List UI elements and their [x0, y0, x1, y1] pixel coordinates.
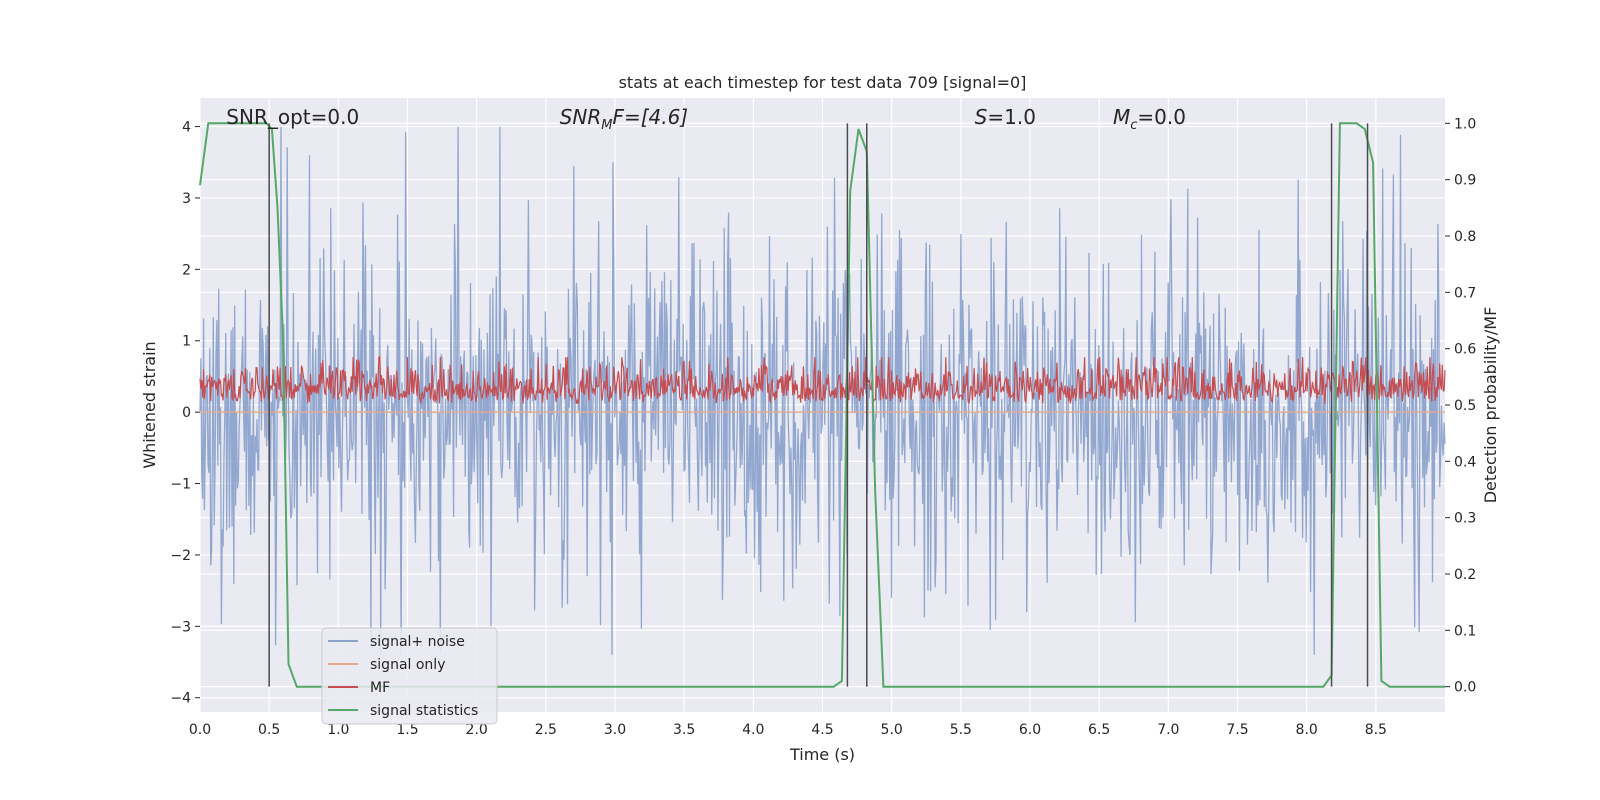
chart-title: stats at each timestep for test data 709…: [619, 73, 1027, 92]
series-mf-line: [199, 356, 1446, 405]
annotation-snr-mf-main: SNR: [560, 105, 602, 129]
y-right-tick-label-1: 0.1: [1454, 623, 1476, 639]
x-axis: 0.0 0.5 1.0 1.5 2.0 2.5 3.0 3.5 4.0 4.5 5.0 5.5 6.0 6…: [189, 722, 1387, 738]
annotation-s-main: S: [975, 105, 988, 129]
annotation-mc: Mc=0.0: [1113, 105, 1186, 133]
y-right-tick-label-0: 0.0: [1454, 680, 1476, 696]
x-tick-label-13: 6.5: [1088, 722, 1110, 738]
y-left-tick-label-5: 1: [182, 334, 191, 350]
x-tick-label-2: 1.0: [327, 722, 349, 738]
y-right-tick-label-7: 0.7: [1454, 285, 1476, 301]
annotation-mc-rest: =0.0: [1137, 105, 1186, 129]
y-right-tick-label-10: 1.0: [1454, 116, 1476, 132]
x-tick-label-1: 0.5: [258, 722, 280, 738]
annotation-mc-main: M: [1113, 105, 1130, 129]
y-left-tick-label-0: −4: [170, 691, 191, 707]
x-tick-label-14: 7.0: [1157, 722, 1179, 738]
y-right-tick-label-3: 0.3: [1454, 511, 1476, 527]
y-left-tick-label-7: 3: [182, 191, 191, 207]
legend-entry-signal-noise: signal+ noise: [370, 634, 465, 650]
x-axis-label: Time (s): [789, 745, 855, 764]
y-axis-label: Whitened strain: [140, 341, 159, 468]
x-tick-label-9: 4.5: [811, 722, 833, 738]
x-tick-label-7: 3.5: [673, 722, 695, 738]
y-right-tick-label-6: 0.6: [1454, 342, 1476, 358]
annotation-snr-opt: SNR_opt=0.0: [226, 105, 359, 129]
legend-entry-mf: MF: [370, 680, 390, 696]
y-left-tick-label-8: 4: [182, 120, 191, 136]
annotation-s-rest: =1.0: [987, 105, 1036, 129]
annotation-snr-mf-sub: M: [601, 118, 612, 133]
x-tick-label-3: 1.5: [396, 722, 418, 738]
vertical-lines: [268, 123, 1369, 687]
legend: signal+ noise signal only MF signal stat…: [321, 627, 498, 725]
x-tick-label-15: 7.5: [1226, 722, 1248, 738]
y-left-tick-label-1: −3: [170, 619, 191, 635]
x-tick-label-5: 2.5: [535, 722, 557, 738]
y-left-tick-label-2: −2: [170, 548, 191, 564]
y-axis-right: 0.0 0.1 0.2 0.3 0.4 0.5 0.6 0.7 0.8 0.9 1.0: [1445, 116, 1476, 696]
x-tick-label-0: 0.0: [189, 722, 211, 738]
y-left-tick-label-3: −1: [170, 477, 191, 493]
x-tick-label-4: 2.0: [466, 722, 488, 738]
x-tick-label-12: 6.0: [1019, 722, 1041, 738]
series-signal-noise-line: [199, 126, 1446, 655]
x-tick-label-11: 5.5: [950, 722, 972, 738]
y-right-tick-label-2: 0.2: [1454, 567, 1476, 583]
series-signal-statistics-line: [199, 122, 1445, 688]
y-right-tick-label-8: 0.8: [1454, 229, 1476, 245]
y-left-tick-label-4: 0: [182, 405, 191, 421]
x-tick-label-16: 8.0: [1296, 722, 1318, 738]
annotation-snr-mf-rest: F=[4.6]: [612, 105, 688, 129]
x-tick-label-8: 4.0: [742, 722, 764, 738]
y-right-tick-label-4: 0.4: [1454, 454, 1476, 470]
y-right-tick-label-5: 0.5: [1454, 398, 1476, 414]
y-right-tick-label-9: 0.9: [1454, 173, 1476, 189]
stats-series: [199, 122, 1446, 688]
y-axis-right-label: Detection probability/MF: [1481, 307, 1500, 504]
legend-box: [321, 627, 498, 725]
legend-entry-signal-statistics: signal statistics: [370, 703, 478, 719]
mf-series: [199, 356, 1446, 405]
annotation-mc-sub: c: [1130, 118, 1137, 133]
y-axis-left: −4 −3 −2 −1 0 1 2 3 4: [170, 120, 200, 707]
x-tick-label-17: 8.5: [1365, 722, 1387, 738]
annotation-s: S=1.0: [975, 105, 1036, 129]
x-tick-label-6: 3.0: [604, 722, 626, 738]
noise-series: [199, 126, 1446, 655]
annotation-snr-mf: SNRMF=[4.6]: [560, 105, 688, 133]
y-left-tick-label-6: 2: [182, 262, 191, 278]
x-tick-label-10: 5.0: [881, 722, 903, 738]
legend-entry-signal-only: signal only: [370, 657, 445, 673]
